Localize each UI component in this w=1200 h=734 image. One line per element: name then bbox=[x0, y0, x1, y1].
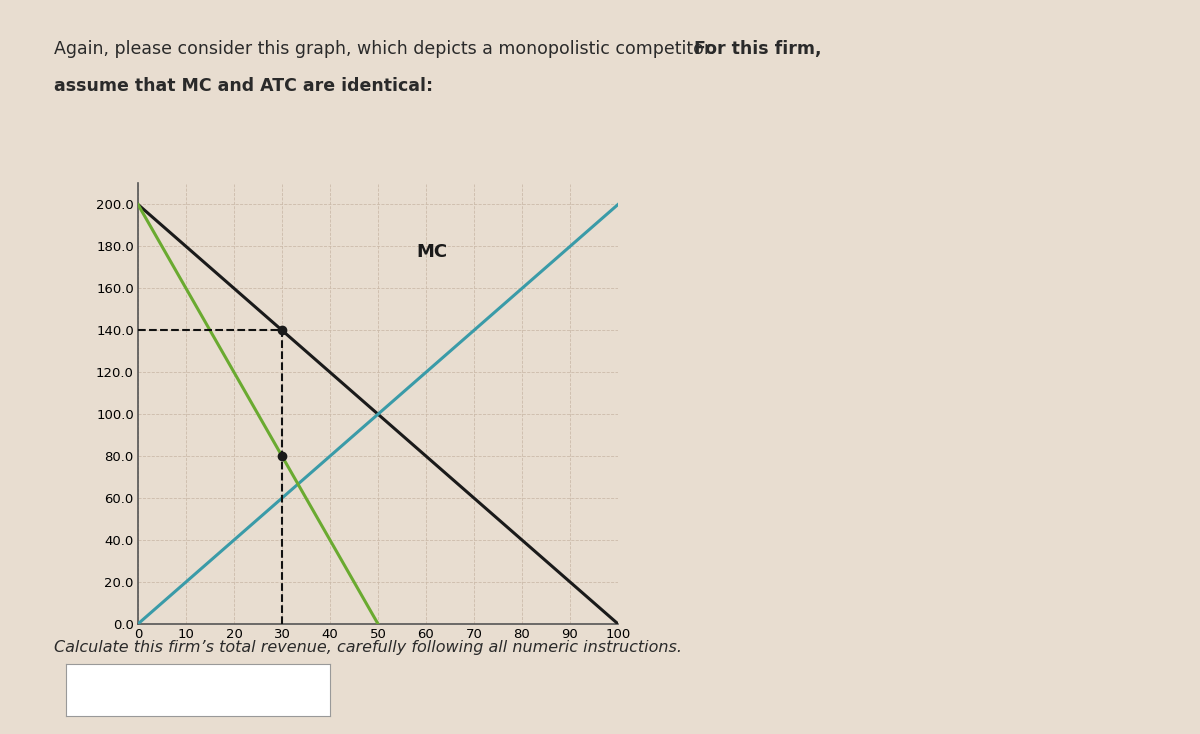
Text: For this firm,: For this firm, bbox=[694, 40, 821, 59]
Text: Calculate this firm’s total revenue, carefully following all numeric instruction: Calculate this firm’s total revenue, car… bbox=[54, 640, 682, 655]
Text: assume that MC and ATC are identical:: assume that MC and ATC are identical: bbox=[54, 77, 433, 95]
Text: MC: MC bbox=[416, 243, 448, 261]
Text: Again, please consider this graph, which depicts a monopolistic competitor.: Again, please consider this graph, which… bbox=[54, 40, 720, 59]
